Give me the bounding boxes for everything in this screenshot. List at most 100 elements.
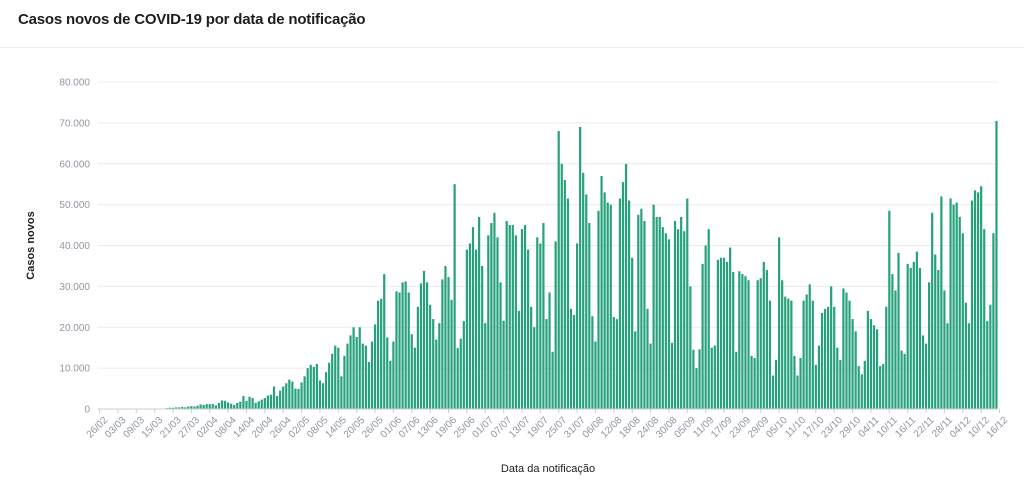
bar [918, 267, 922, 409]
bar [496, 237, 499, 409]
bar [404, 281, 407, 409]
bar [282, 386, 285, 409]
bar [924, 343, 928, 409]
x-tick-label: 29/10 [838, 415, 864, 441]
bar [967, 323, 971, 409]
bar [704, 245, 707, 409]
bar [315, 364, 318, 409]
bar [719, 257, 723, 409]
bar [805, 294, 808, 409]
bar [416, 306, 419, 409]
bar [854, 331, 857, 409]
bar [609, 204, 612, 410]
bar [768, 300, 772, 409]
y-tick-label: 0 [84, 405, 90, 416]
title-divider [0, 47, 1024, 48]
bar [637, 214, 640, 409]
bar [392, 341, 395, 409]
bar [912, 261, 915, 409]
bar [869, 319, 873, 409]
bar [640, 208, 643, 409]
bar [658, 216, 661, 409]
bar [680, 216, 683, 409]
bar [321, 383, 325, 409]
bar [814, 364, 817, 409]
bar [722, 257, 726, 409]
bar [744, 276, 747, 409]
bar [340, 376, 343, 409]
bar [465, 249, 468, 409]
bar [523, 225, 527, 409]
bar [199, 404, 202, 409]
bar [389, 360, 392, 409]
bar [223, 400, 227, 409]
bar [300, 382, 303, 409]
bar [355, 337, 358, 409]
bar [481, 265, 484, 409]
bar [949, 198, 952, 409]
bar [673, 220, 677, 409]
bar [343, 355, 346, 409]
bar [906, 263, 909, 409]
y-axis-label: Casos novos [25, 211, 37, 279]
bar [236, 402, 239, 409]
bar [478, 216, 481, 409]
bar [251, 397, 254, 409]
bar [762, 261, 765, 409]
bar [820, 312, 824, 409]
bar [695, 368, 698, 410]
bar [628, 200, 631, 409]
bar [328, 362, 331, 409]
bar [986, 321, 989, 409]
bar [842, 288, 845, 409]
bar [866, 310, 869, 409]
bar [441, 279, 444, 409]
bar [324, 372, 328, 409]
bar [961, 233, 964, 409]
bar [612, 317, 615, 409]
y-tick-label: 80.000 [59, 78, 90, 89]
bar [260, 399, 263, 409]
bar [738, 271, 741, 409]
bar [983, 229, 986, 409]
bar [275, 395, 279, 409]
bar [882, 364, 885, 409]
y-tick-label: 20.000 [59, 323, 90, 334]
bar [900, 350, 903, 409]
bar [214, 405, 217, 409]
gridlines [98, 81, 998, 410]
bar [233, 404, 236, 409]
bar [349, 335, 352, 409]
bar [542, 223, 545, 409]
bar [839, 359, 842, 409]
bar [952, 204, 955, 410]
bar [664, 233, 667, 409]
bar [597, 210, 600, 409]
bar [624, 163, 628, 409]
bar [765, 270, 768, 409]
bar [823, 308, 827, 409]
bar [373, 324, 377, 409]
bar [689, 286, 692, 410]
bar [248, 396, 251, 409]
bar [171, 407, 175, 409]
x-tick-label: 16/12 [985, 415, 1011, 441]
bar [652, 204, 655, 410]
bar [857, 366, 860, 409]
bar [566, 198, 569, 409]
bar [735, 351, 738, 409]
bar [934, 254, 937, 409]
bar [778, 237, 781, 409]
bar [178, 407, 181, 409]
bar [425, 282, 429, 409]
bar [885, 306, 888, 409]
bar [352, 327, 355, 409]
bar [946, 323, 949, 409]
bar [591, 316, 594, 409]
bar [266, 395, 269, 409]
bar [272, 386, 276, 409]
bar [992, 233, 995, 409]
bar [309, 364, 312, 409]
bar [190, 406, 193, 409]
bar [208, 404, 211, 409]
